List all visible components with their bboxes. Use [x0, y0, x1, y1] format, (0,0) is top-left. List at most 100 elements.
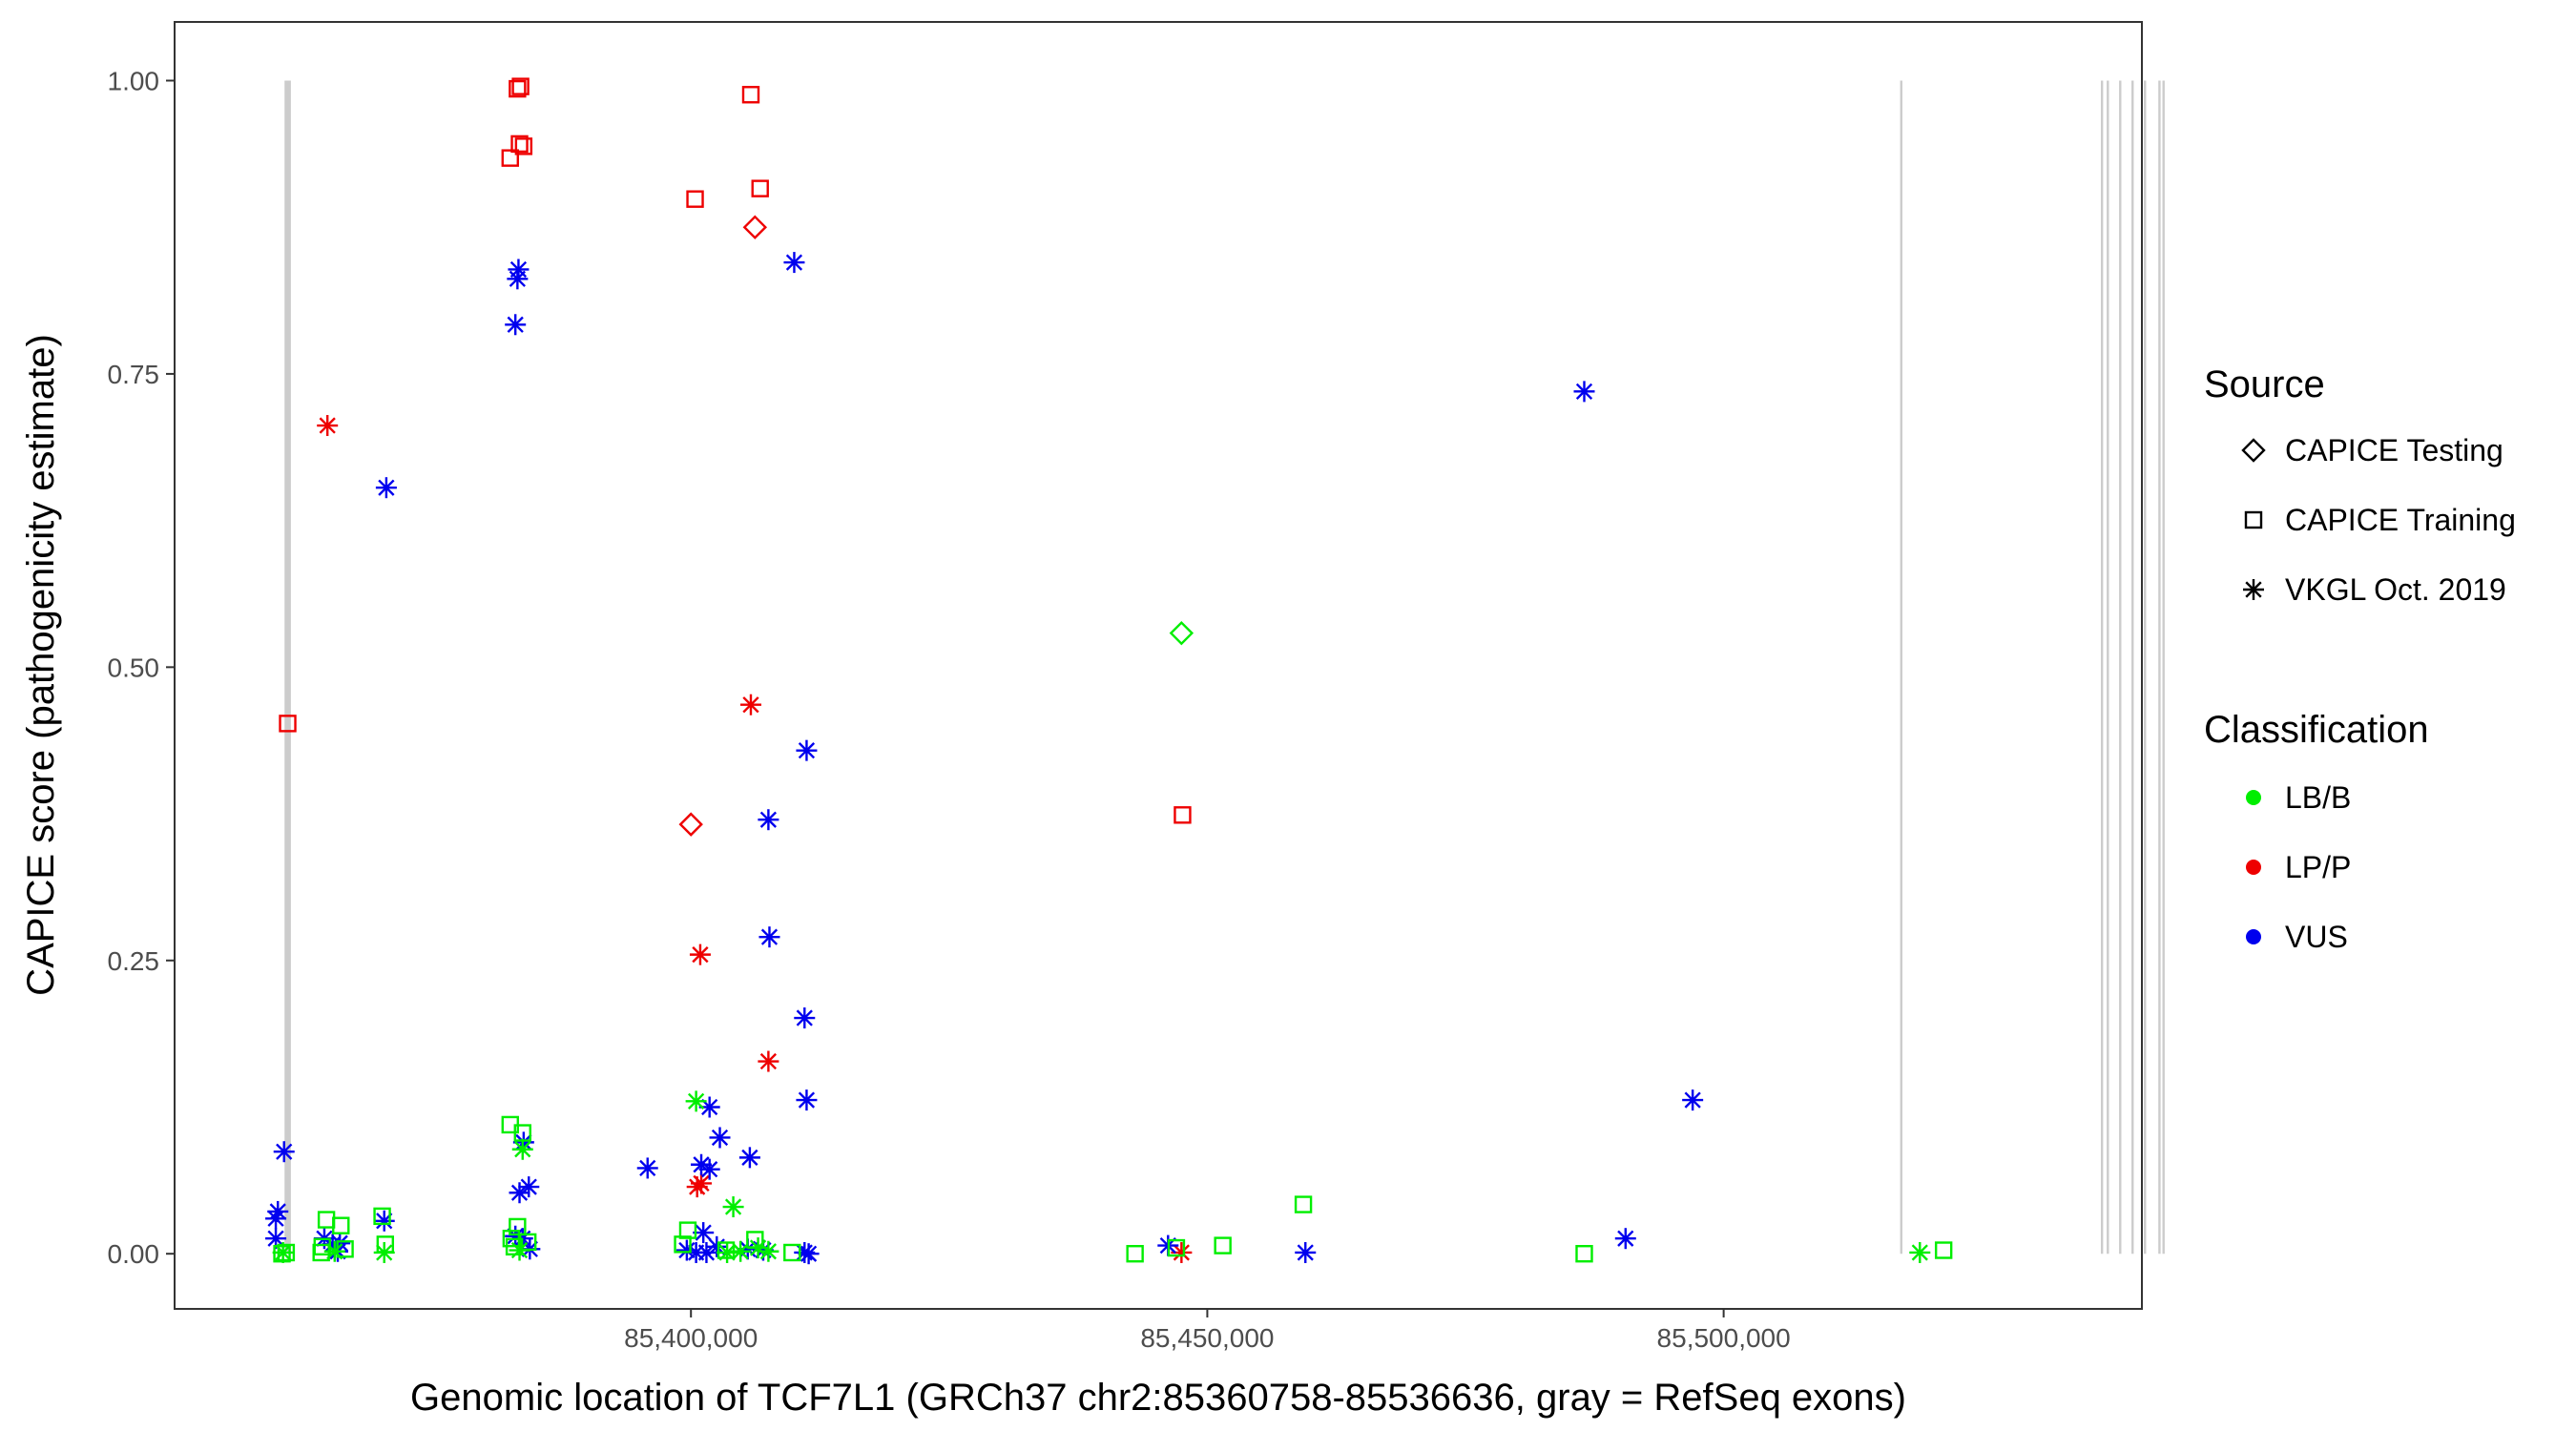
- data-point: [1682, 1089, 1704, 1111]
- legend-class-label: LP/P: [2285, 850, 2351, 884]
- data-point: [509, 1217, 527, 1236]
- data-point: [783, 1243, 801, 1262]
- data-point: [741, 86, 760, 104]
- y-tick-label: 0.50: [108, 653, 160, 682]
- data-point: [685, 1090, 707, 1112]
- data-point: [273, 1141, 295, 1163]
- data-point: [279, 715, 297, 733]
- legend-class-label: VUS: [2285, 920, 2348, 954]
- data-point: [505, 1237, 524, 1256]
- x-axis: 85,400,000 85,450,000 85,500,000: [624, 1309, 1791, 1353]
- y-axis-title: CAPICE score (pathogenicity estimate): [20, 334, 62, 996]
- legend-class-key: [2246, 860, 2261, 875]
- data-point: [698, 1158, 720, 1180]
- data-point: [675, 1239, 697, 1261]
- data-point: [312, 1243, 330, 1262]
- data-point: [1295, 1241, 1317, 1263]
- x-axis-title: Genomic location of TCF7L1 (GRCh37 chr2:…: [410, 1377, 1906, 1419]
- data-point: [751, 179, 769, 197]
- legend-class-label: LB/B: [2285, 780, 2351, 815]
- data-point: [796, 1089, 818, 1111]
- data-point: [783, 252, 805, 274]
- legend-classification-title: Classification: [2204, 709, 2429, 751]
- x-tick-label: 85,500,000: [1657, 1323, 1791, 1353]
- data-point: [273, 1245, 291, 1263]
- data-point: [373, 1210, 395, 1232]
- data-point: [742, 215, 768, 239]
- data-point: [709, 1127, 731, 1149]
- data-point: [509, 1182, 530, 1204]
- y-tick-label: 0.00: [108, 1239, 160, 1269]
- data-point: [1214, 1236, 1232, 1255]
- data-point: [1575, 1245, 1593, 1263]
- data-point: [518, 1233, 537, 1252]
- legend-source: Source CAPICE Testing CAPICE Training VKGL…: [2204, 363, 2516, 607]
- data-points: [265, 77, 1953, 1265]
- y-tick-label: 0.25: [108, 946, 160, 976]
- legend-source-key-square: [2244, 510, 2263, 529]
- data-point: [739, 694, 761, 716]
- data-point: [678, 812, 703, 837]
- legend-classification: Classification LB/B LP/P VUS: [2204, 709, 2429, 954]
- data-point: [511, 77, 530, 95]
- data-point: [693, 1222, 715, 1244]
- legend-class-key: [2246, 790, 2261, 805]
- data-point: [796, 739, 818, 761]
- legend-source-label: CAPICE Testing: [2285, 433, 2503, 467]
- exon-lines: [284, 80, 2165, 1255]
- data-point: [373, 1207, 391, 1226]
- data-point: [375, 477, 397, 499]
- x-tick-label: 85,400,000: [624, 1323, 758, 1353]
- plot-panel-border: [174, 21, 2143, 1310]
- data-point: [636, 1157, 658, 1179]
- data-point: [336, 1240, 354, 1258]
- data-point: [758, 809, 779, 831]
- data-point: [1294, 1195, 1313, 1213]
- data-point: [689, 944, 711, 965]
- legend-source-key-diamond: [2241, 438, 2266, 463]
- data-point: [376, 1235, 395, 1254]
- data-point: [1169, 620, 1195, 646]
- data-point: [1614, 1228, 1636, 1250]
- legend-source-key-asterisk: [2243, 579, 2264, 600]
- data-point: [794, 1007, 816, 1029]
- data-point: [674, 1235, 692, 1254]
- data-point: [746, 1231, 764, 1249]
- y-tick-label: 0.75: [108, 360, 160, 389]
- legend-source-label: VKGL Oct. 2019: [2285, 572, 2506, 607]
- data-point: [691, 1172, 713, 1194]
- data-point: [686, 190, 704, 208]
- data-point: [265, 1208, 287, 1230]
- data-point: [798, 1243, 820, 1265]
- data-point: [501, 149, 519, 167]
- data-point: [738, 1147, 760, 1169]
- legend-class-key: [2246, 929, 2261, 944]
- y-tick-label: 1.00: [108, 66, 160, 95]
- data-point: [717, 1241, 736, 1259]
- data-point: [514, 137, 533, 156]
- data-point: [1167, 1238, 1186, 1257]
- data-point: [1934, 1241, 1953, 1259]
- data-point: [507, 268, 529, 290]
- data-point: [505, 314, 527, 336]
- data-point: [332, 1216, 350, 1234]
- y-axis: 0.00 0.25 0.50 0.75 1.00: [108, 66, 175, 1269]
- data-point: [510, 135, 529, 154]
- data-point: [758, 1050, 779, 1072]
- data-point: [509, 79, 527, 98]
- data-point: [1573, 381, 1595, 403]
- legend-source-label: CAPICE Training: [2285, 503, 2516, 537]
- data-point: [1909, 1241, 1931, 1263]
- data-point: [277, 1243, 296, 1262]
- data-point: [329, 1233, 351, 1255]
- x-tick-label: 85,450,000: [1140, 1323, 1274, 1353]
- data-point: [1174, 806, 1192, 824]
- legend-source-title: Source: [2204, 363, 2325, 405]
- data-point: [758, 1240, 779, 1262]
- data-point: [317, 415, 339, 437]
- data-point: [678, 1221, 697, 1239]
- data-point: [722, 1196, 744, 1218]
- data-point: [511, 1138, 533, 1160]
